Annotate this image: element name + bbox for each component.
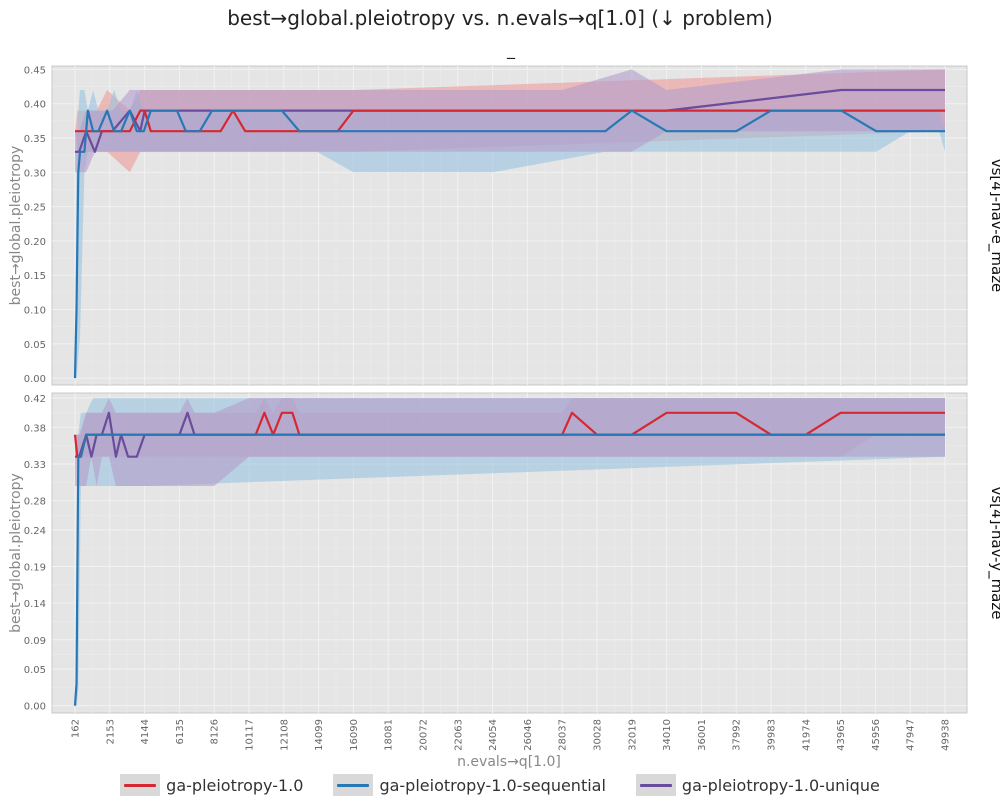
x-tick-label: 24054 bbox=[488, 719, 499, 751]
y-axis-label: best→global.pleiotropy bbox=[8, 473, 24, 633]
chart-title: best→global.pleiotropy vs. n.evals→q[1.0… bbox=[227, 6, 773, 30]
series-band-ga-pleiotropy-1.0-sequential bbox=[75, 398, 945, 706]
x-tick-label: 16090 bbox=[349, 719, 360, 751]
y-tick-label: 0.24 bbox=[24, 526, 46, 537]
x-tick-label: 26046 bbox=[523, 719, 534, 751]
x-tick-label: 49938 bbox=[941, 719, 952, 751]
legend-swatch-red bbox=[120, 774, 161, 796]
x-tick-label: 22063 bbox=[453, 719, 464, 751]
y-tick-label: 0.25 bbox=[24, 203, 46, 214]
y-tick-label: 0.28 bbox=[24, 497, 46, 508]
x-tick-label: 18081 bbox=[384, 719, 395, 751]
x-tick-label: 34010 bbox=[662, 719, 673, 751]
legend: ga-pleiotropy-1.0 ga-pleiotropy-1.0-sequ… bbox=[0, 770, 1000, 800]
x-tick-label: 28037 bbox=[558, 719, 569, 751]
x-tick-label: 41974 bbox=[801, 719, 812, 751]
panel-2: 0.00 0.05 0.09 0.14 0.19 0.24 0.28 0.33 0.38 0.42… bbox=[8, 392, 1000, 714]
x-tick-label: 14099 bbox=[314, 719, 325, 751]
facet-label: vs[4]-nav-e_maze bbox=[987, 159, 1000, 293]
y-tick-label: 0.05 bbox=[24, 340, 46, 351]
x-tick-label: 45956 bbox=[871, 719, 882, 751]
y-tick-label: 0.00 bbox=[24, 702, 46, 713]
legend-item: ga-pleiotropy-1.0 bbox=[120, 774, 303, 796]
x-tick-label: 36001 bbox=[697, 719, 708, 751]
y-tick-label: 0.14 bbox=[24, 599, 46, 610]
x-tick-label: 8126 bbox=[210, 719, 221, 744]
y-tick-label: 0.05 bbox=[24, 665, 46, 676]
panels-group: 0.00 0.05 0.10 0.15 0.20 0.25 0.30 0.35 0.40 0.45… bbox=[8, 65, 1000, 770]
y-tick-label: 0.45 bbox=[24, 65, 46, 76]
x-tick-label: 20072 bbox=[418, 719, 429, 751]
x-tick-label: 162 bbox=[71, 719, 82, 738]
y-tick-label: 0.19 bbox=[24, 563, 46, 574]
legend-item: ga-pleiotropy-1.0-unique bbox=[635, 774, 880, 796]
y-tick-label: 0.42 bbox=[24, 394, 46, 405]
y-tick-label: 0.40 bbox=[24, 100, 46, 111]
y-axis-label: best→global.pleiotropy bbox=[8, 146, 24, 306]
x-axis-label: n.evals→q[1.0] bbox=[457, 754, 561, 770]
x-tick-label: 32019 bbox=[627, 719, 638, 751]
y-tick-label: 0.15 bbox=[24, 271, 46, 282]
x-tick-label: 30028 bbox=[593, 719, 604, 751]
series-band-ga-pleiotropy-1.0-unique bbox=[75, 69, 945, 173]
legend-label: ga-pleiotropy-1.0-unique bbox=[681, 775, 880, 795]
y-tick-label: 0.10 bbox=[24, 306, 46, 317]
facet-label: vs[4]-nav-y_maze bbox=[987, 487, 1000, 620]
chart-figure: best→global.pleiotropy vs. n.evals→q[1.0… bbox=[8, 6, 1000, 770]
x-tick-label: 43965 bbox=[836, 719, 847, 751]
y-tick-label: 0.09 bbox=[24, 636, 46, 647]
chart-subtitle: _ bbox=[506, 40, 516, 60]
x-tick-label: 39983 bbox=[767, 719, 778, 751]
series-band-ga-pleiotropy-1.0-unique bbox=[75, 398, 945, 486]
y-tick-label: 0.00 bbox=[24, 374, 46, 385]
x-tick-label: 10117 bbox=[244, 719, 255, 751]
series-line-ga-pleiotropy-1.0-sequential bbox=[73, 433, 945, 706]
legend-label: ga-pleiotropy-1.0 bbox=[166, 775, 304, 795]
x-tick-label: 6135 bbox=[175, 719, 186, 744]
y-tick-label: 0.33 bbox=[24, 460, 46, 471]
x-tick-label: 12108 bbox=[279, 719, 290, 751]
y-tick-label: 0.35 bbox=[24, 134, 46, 145]
legend-swatch-blue bbox=[333, 774, 374, 796]
y-tick-label: 0.20 bbox=[24, 237, 46, 248]
y-tick-label: 0.30 bbox=[24, 168, 46, 179]
panel-1: 0.00 0.05 0.10 0.15 0.20 0.25 0.30 0.35 0.40 0.45… bbox=[8, 65, 1000, 386]
series-line-ga-pleiotropy-1.0-sequential bbox=[73, 109, 945, 379]
legend-swatch-purple bbox=[635, 774, 676, 796]
x-tick-label: 47947 bbox=[906, 719, 917, 751]
x-tick-label: 4144 bbox=[140, 719, 151, 744]
y-tick-label: 0.38 bbox=[24, 423, 46, 434]
x-tick-label: 2153 bbox=[105, 719, 116, 744]
legend-item: ga-pleiotropy-1.0-sequential bbox=[333, 774, 606, 796]
x-tick-label: 37992 bbox=[732, 719, 743, 751]
legend-label: ga-pleiotropy-1.0-sequential bbox=[379, 775, 606, 795]
